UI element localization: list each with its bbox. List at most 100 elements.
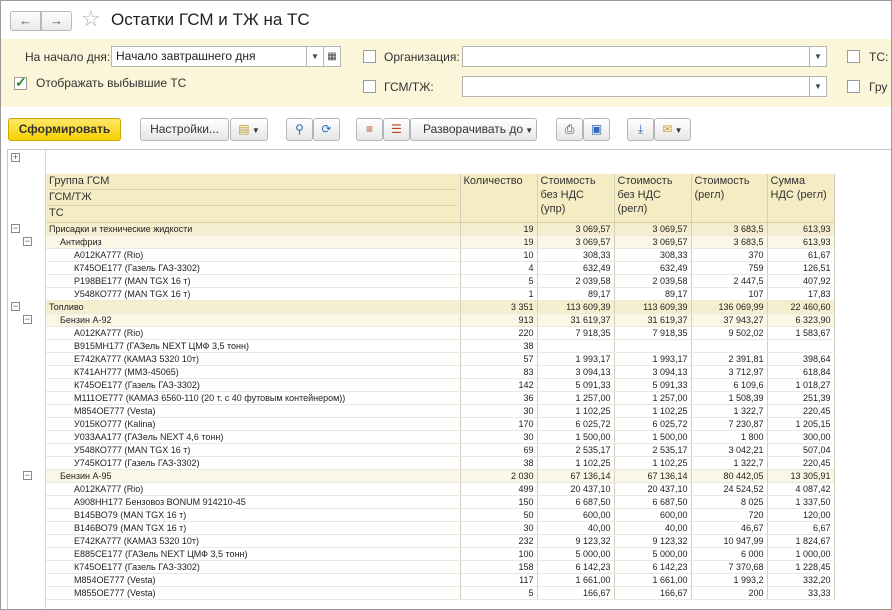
row-cost-with-vat-cell: 46,67 [691, 521, 768, 535]
collapse-group-icon[interactable]: − [23, 236, 32, 246]
calendar-button[interactable]: ▦ [323, 46, 341, 67]
table-row[interactable]: К741АН777 (ММЗ-45065) 83 3 094,13 3 094,13 3… [46, 365, 835, 379]
org-checkbox[interactable] [363, 50, 376, 63]
row-cost-upr-cell: 1 661,00 [537, 573, 615, 587]
group-label: Гру [869, 80, 888, 94]
variants-button[interactable]: ▤ ▼ [230, 118, 268, 141]
table-row[interactable]: К745ОЕ177 (Газель ГАЗ-3302) 158 6 142,23 6 … [46, 560, 835, 574]
row-qty-cell: 158 [460, 560, 538, 574]
find-next-button[interactable]: ⟳ [313, 118, 340, 141]
expand-all-icon[interactable]: + [11, 152, 20, 162]
row-cost-with-vat-cell: 1 322,7 [691, 404, 768, 418]
fuel-label: ГСМ/ТЖ: [384, 80, 434, 94]
org-field[interactable] [462, 46, 810, 67]
favorite-star-icon[interactable]: ☆ [81, 6, 101, 31]
row-name-cell: Е742КА777 (КАМАЗ 5320 10т) [46, 534, 461, 548]
table-row[interactable]: У548КО777 (MAN TGX 16 т) 69 2 535,17 2 535,… [46, 443, 835, 457]
table-row[interactable]: А908НН177 Бензовоз BONUM 914210-45 150 6 6… [46, 495, 835, 509]
row-qty-cell: 142 [460, 378, 538, 392]
row-cost-upr-cell: 31 619,37 [537, 313, 615, 327]
table-row[interactable]: А012КА777 (Rio) 499 20 437,10 20 437,10 24 5… [46, 482, 835, 496]
table-row[interactable]: М854ОЕ777 (Vesta) 30 1 102,25 1 102,25 1 322… [46, 404, 835, 418]
save-button[interactable]: ⤓ [627, 118, 654, 141]
row-vat-cell: 33,33 [767, 586, 835, 600]
row-cost-with-vat-cell: 1 508,39 [691, 391, 768, 405]
collapse-group-icon[interactable]: − [23, 314, 32, 324]
table-row[interactable]: М854ОЕ777 (Vesta) 117 1 661,00 1 661,00 1 99… [46, 573, 835, 587]
table-row[interactable]: А012КА777 (Rio) 220 7 918,35 7 918,35 9 502,… [46, 326, 835, 340]
header-fuel-line: ГСМ/ТЖ [49, 190, 457, 206]
collapse-groups-button[interactable]: ≡ [356, 118, 383, 141]
row-name-cell: К745ОЕ177 (Газель ГАЗ-3302) [46, 261, 461, 275]
search-icon: ⚲ [295, 122, 304, 136]
subgroup-row[interactable]: Бензин А-92 913 31 619,37 31 619,37 37 943,2… [46, 313, 835, 327]
row-qty-cell: 5 [460, 586, 538, 600]
table-row[interactable]: В146ВО79 (MAN TGX 16 т) 30 40,00 40,00 46,67… [46, 521, 835, 535]
table-row[interactable]: М855ОЕ777 (Vesta) 5 166,67 166,67 200 33,33 [46, 586, 835, 600]
row-cost-regl-cell: 1 500,00 [614, 430, 692, 444]
table-row[interactable]: М111ОЕ777 (КАМАЗ 6560-110 (20 т. с 40 фу… [46, 391, 835, 405]
ts-checkbox[interactable] [847, 50, 860, 63]
collapse-group-icon[interactable]: − [11, 301, 20, 311]
row-qty-cell: 1 [460, 287, 538, 301]
table-row[interactable]: У745КО177 (Газель ГАЗ-3302) 38 1 102,25 1 1… [46, 456, 835, 470]
chevron-down-icon: ▼ [672, 126, 683, 135]
show-retired-checkbox[interactable] [14, 74, 27, 91]
row-name-cell: М111ОЕ777 (КАМАЗ 6560-110 (20 т. с 40 фу… [46, 391, 461, 405]
arrow-left-icon: ← [19, 13, 32, 28]
row-vat-cell: 251,39 [767, 391, 835, 405]
row-qty-cell: 2 030 [460, 469, 538, 483]
table-row[interactable]: У548КО777 (MAN TGX 16 т) 1 89,17 89,17 107 17… [46, 287, 835, 301]
fuel-dropdown-button[interactable]: ▼ [809, 76, 827, 97]
table-row[interactable]: У033АА177 (ГАЗель NEXT 4,6 тонн) 30 1 500,… [46, 430, 835, 444]
row-qty-cell: 19 [460, 235, 538, 249]
row-qty-cell: 4 [460, 261, 538, 275]
row-qty-cell: 83 [460, 365, 538, 379]
row-qty-cell: 50 [460, 508, 538, 522]
table-row[interactable]: Р198ВЕ177 (MAN TGX 16 т) 5 2 039,58 2 039,5… [46, 274, 835, 288]
table-row[interactable]: В145ВО79 (MAN TGX 16 т) 50 600,00 600,00 720… [46, 508, 835, 522]
subgroup-row[interactable]: Антифриз 19 3 069,57 3 069,57 3 683,5 613,93 [46, 235, 835, 249]
table-row[interactable]: Е742КА777 (КАМАЗ 5320 10т) 232 9 123,32 9 1… [46, 534, 835, 548]
header-qty-text: Количество [463, 175, 523, 187]
org-dropdown-button[interactable]: ▼ [809, 46, 827, 67]
subgroup-row[interactable]: Бензин А-95 2 030 67 136,14 67 136,14 80 442… [46, 469, 835, 483]
group-row[interactable]: Топливо 3 351 113 609,39 113 609,39 136 069,… [46, 300, 835, 314]
row-vat-cell: 407,92 [767, 274, 835, 288]
settings-button[interactable]: Настройки... [140, 118, 229, 141]
forward-button[interactable]: → [41, 11, 72, 31]
table-row[interactable]: Е885СЕ177 (ГАЗель NEXT ЦМФ 3,5 тонн) 100 5… [46, 547, 835, 561]
table-row[interactable]: У015КО777 (Kalina) 170 6 025,72 6 025,72 7 2… [46, 417, 835, 431]
start-date-dropdown-button[interactable]: ▼ [306, 46, 324, 67]
table-row[interactable]: К745ОЕ177 (Газель ГАЗ-3302) 4 632,49 632,49… [46, 261, 835, 275]
report-area: + − − − − − Группа ГСМ ГСМ/ТЖ ТС Количество … [7, 149, 891, 609]
start-date-field[interactable]: Начало завтрашнего дня [111, 46, 307, 67]
print-button[interactable]: ⎙ [556, 118, 583, 141]
group-row[interactable]: Присадки и технические жидкости 19 3 069,5… [46, 222, 835, 236]
back-button[interactable]: ← [10, 11, 41, 31]
table-row[interactable]: В915МН177 (ГАЗель NEXT ЦМФ 3,5 тонн) 38 [46, 339, 835, 353]
row-cost-upr-cell [537, 339, 615, 353]
table-row[interactable]: А012КА777 (Rio) 10 308,33 308,33 370 61,67 [46, 248, 835, 262]
page-title: Остатки ГСМ и ТЖ на ТС [111, 10, 310, 29]
table-row[interactable]: К745ОЕ177 (Газель ГАЗ-3302) 142 5 091,33 5 … [46, 378, 835, 392]
expand-to-button[interactable]: Разворачивать до ▼ [410, 118, 537, 141]
find-button[interactable]: ⚲ [286, 118, 313, 141]
table-row[interactable]: Е742КА777 (КАМАЗ 5320 10т) 57 1 993,17 1 99… [46, 352, 835, 366]
send-email-button[interactable]: ✉ ▼ [654, 118, 691, 141]
row-name-cell: Топливо [46, 300, 461, 314]
arrow-right-icon: → [50, 13, 63, 28]
collapse-group-icon[interactable]: − [23, 470, 32, 480]
fuel-checkbox[interactable] [363, 80, 376, 93]
row-cost-with-vat-cell: 7 370,68 [691, 560, 768, 574]
generate-button[interactable]: Сформировать [8, 118, 121, 141]
row-cost-upr-cell: 632,49 [537, 261, 615, 275]
group-checkbox[interactable] [847, 80, 860, 93]
expand-groups-button[interactable]: ☰ [383, 118, 410, 141]
print-preview-button[interactable]: ▣ [583, 118, 610, 141]
row-name-cell: К745ОЕ177 (Газель ГАЗ-3302) [46, 378, 461, 392]
collapse-group-icon[interactable]: − [11, 223, 20, 233]
fuel-field[interactable] [462, 76, 810, 97]
header-cost-upr-line3: (упр) [540, 203, 566, 215]
row-qty-cell: 57 [460, 352, 538, 366]
